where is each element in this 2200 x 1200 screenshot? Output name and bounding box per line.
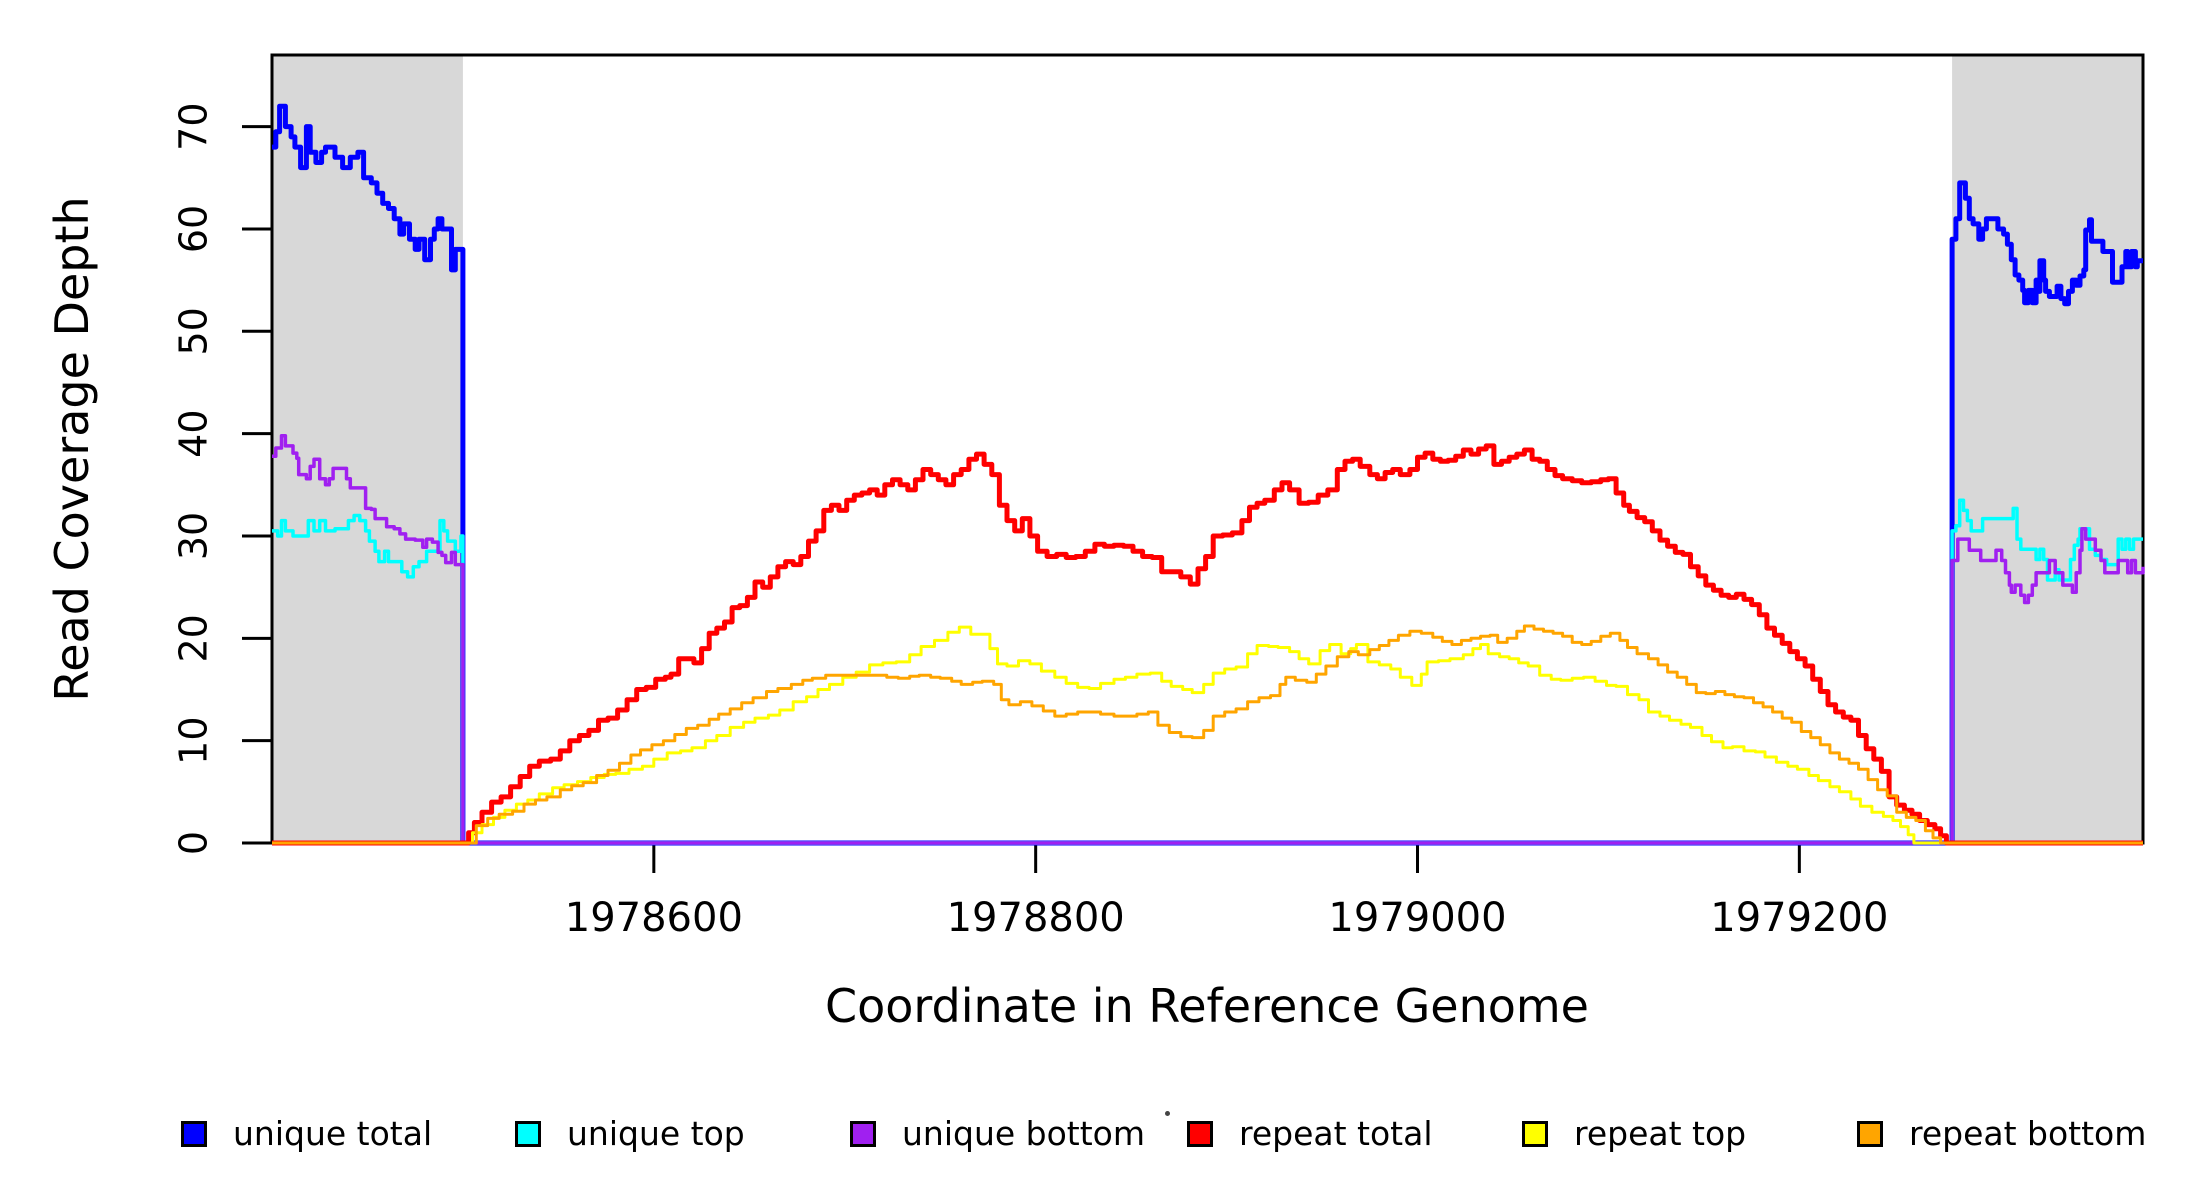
y-tick-label: 10: [171, 716, 215, 764]
shaded-region-left: [272, 55, 463, 843]
x-tick-label: 1978800: [947, 895, 1125, 941]
x-axis-title: Coordinate in Reference Genome: [825, 979, 1589, 1033]
x-tick-label: 1979200: [1710, 895, 1888, 941]
y-tick-label: 60: [171, 205, 215, 253]
series-line-repeat-top: [272, 625, 2143, 845]
y-tick-label: 0: [171, 831, 215, 855]
shaded-region-right: [1952, 55, 2143, 843]
y-tick-label: 20: [171, 614, 215, 662]
y-axis-title: Read Coverage Depth: [45, 196, 99, 701]
series-line-unique-total: [272, 103, 2143, 846]
y-tick-label: 40: [171, 409, 215, 457]
series-line-repeat-bottom: [272, 624, 2143, 845]
series-lines: [272, 103, 2145, 846]
x-tick-label: 1979000: [1328, 895, 1506, 941]
series-line-repeat-total: [272, 443, 2143, 846]
axis-ticks: 0 10 20 30 40 50 60 70 1978600 1978800 1979000 1979…: [171, 102, 1888, 941]
y-tick-label: 50: [171, 307, 215, 355]
series-line-unique-top: [272, 498, 2143, 845]
series-line-unique-bottom: [272, 433, 2145, 845]
x-tick-label: 1978600: [565, 895, 743, 941]
shaded-regions: [272, 55, 2143, 843]
y-tick-label: 30: [171, 512, 215, 560]
y-tick-label: 70: [171, 102, 215, 150]
plot-border: [270, 53, 2145, 845]
